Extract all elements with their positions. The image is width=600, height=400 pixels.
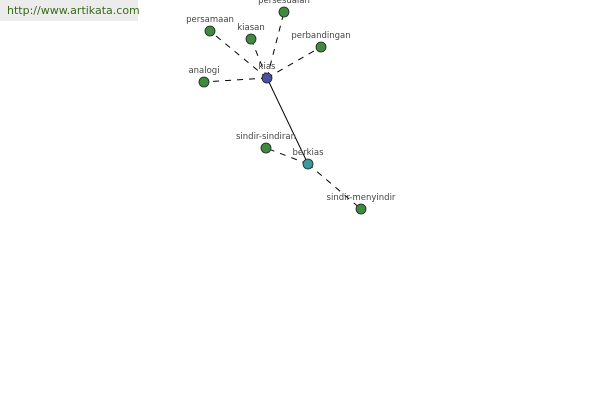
node-label-sindir-menyindir[interactable]: sindir-menyindir [327, 193, 396, 203]
edge-berkias-sindir-sindiran [265, 147, 309, 165]
node-label-berkias[interactable]: berkias [292, 148, 324, 158]
node-label-persesuaian[interactable]: persesuaian [258, 0, 310, 6]
node-label-persamaan[interactable]: persamaan [186, 15, 234, 25]
edge-kias-perbandingan [266, 46, 322, 79]
edge-kias-analogi [203, 77, 268, 83]
node-label-analogi[interactable]: analogi [188, 66, 219, 76]
edge-kias-persamaan [209, 30, 268, 79]
edge-kias-berkias [266, 77, 309, 165]
node-persesuaian[interactable] [278, 6, 290, 18]
node-sindir-sindiran[interactable] [260, 142, 272, 154]
edge-kias-kiasan [250, 38, 268, 79]
node-berkias[interactable] [302, 158, 314, 170]
site-url-banner[interactable]: http://www.artikata.com [0, 0, 140, 21]
node-analogi[interactable] [198, 76, 210, 88]
node-perbandingan[interactable] [315, 41, 327, 53]
node-sindir-menyindir[interactable] [355, 203, 367, 215]
node-persamaan[interactable] [204, 25, 216, 37]
node-label-kiasan[interactable]: kiasan [237, 23, 265, 33]
node-label-sindir-sindiran[interactable]: sindir-sindiran [236, 132, 296, 142]
node-kiasan[interactable] [245, 33, 257, 45]
node-kias[interactable] [261, 72, 273, 84]
node-label-kias[interactable]: kias [259, 62, 276, 72]
node-label-perbandingan[interactable]: perbandingan [291, 31, 350, 41]
